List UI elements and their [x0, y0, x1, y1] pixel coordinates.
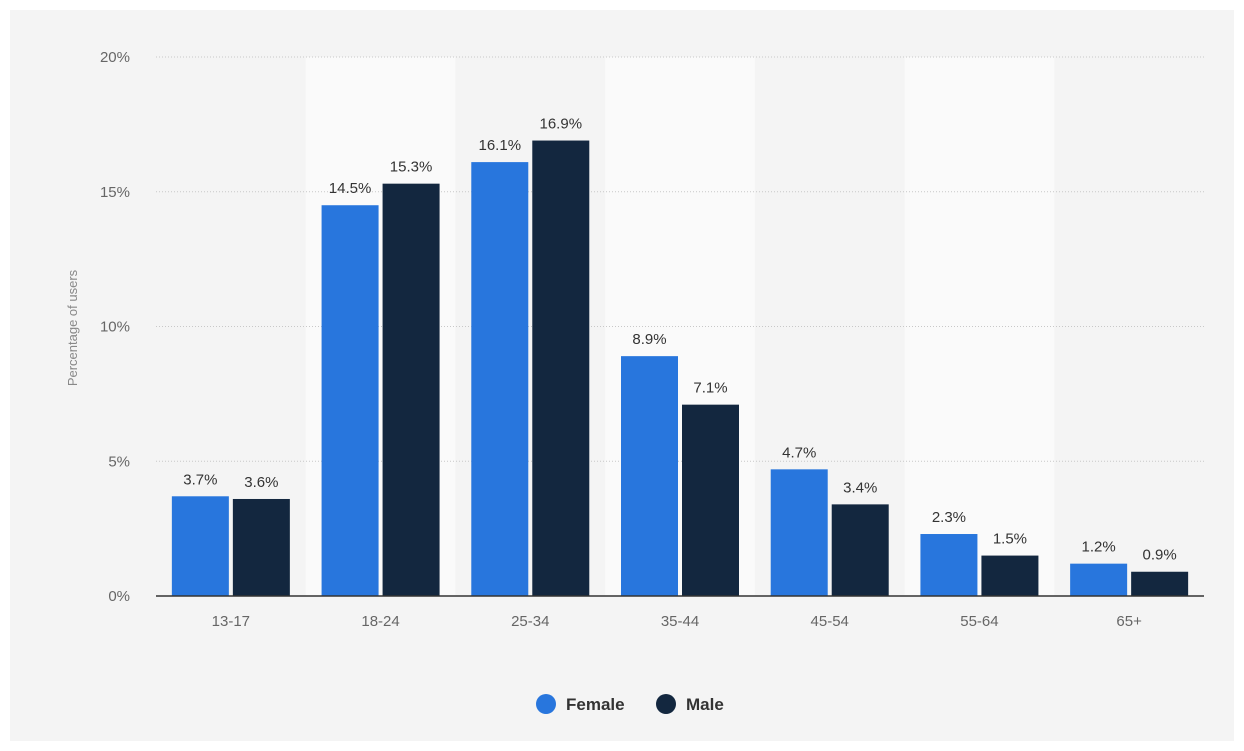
legend-marker-male[interactable] [656, 694, 676, 714]
y-tick-label: 20% [100, 49, 130, 66]
bar-male-55-64[interactable] [981, 555, 1039, 596]
data-label: 0.9% [1143, 547, 1177, 564]
bar-female-65+[interactable] [1070, 563, 1128, 596]
data-label: 1.5% [993, 531, 1027, 548]
bar-male-45-54[interactable] [831, 504, 889, 596]
legend-label-male[interactable]: Male [686, 695, 724, 714]
data-label: 16.9% [540, 116, 583, 133]
bar-female-35-44[interactable] [621, 356, 678, 596]
data-label: 16.1% [479, 137, 522, 154]
data-label: 3.4% [843, 479, 877, 496]
bars [171, 140, 1189, 597]
legend-marker-female[interactable] [536, 694, 556, 714]
x-tick-label: 18-24 [361, 613, 399, 630]
x-axis-ticks: 13-17 18-24 25-34 35-44 45-54 55-64 65+ [212, 613, 1142, 630]
x-tick-label: 55-64 [960, 613, 998, 630]
x-tick-label: 13-17 [212, 613, 250, 630]
bar-male-13-17[interactable] [232, 498, 290, 596]
bar-male-65+[interactable] [1131, 571, 1189, 596]
y-tick-label: 0% [108, 588, 130, 605]
y-tick-label: 10% [100, 319, 130, 336]
bar-female-13-17[interactable] [171, 496, 229, 596]
data-label: 8.9% [632, 331, 666, 348]
x-tick-label: 25-34 [511, 613, 549, 630]
x-tick-label: 45-54 [811, 613, 849, 630]
data-label: 2.3% [932, 509, 966, 526]
data-label: 7.1% [693, 380, 727, 397]
x-tick-label: 35-44 [661, 613, 699, 630]
data-label: 4.7% [782, 444, 816, 461]
bar-male-25-34[interactable] [532, 140, 590, 597]
y-axis-label: Percentage of users [65, 269, 80, 386]
bar-female-55-64[interactable] [920, 534, 978, 596]
legend: Female Male [536, 694, 724, 714]
bar-female-18-24[interactable] [321, 205, 379, 596]
legend-label-female[interactable]: Female [566, 695, 625, 714]
data-label: 1.2% [1082, 539, 1116, 556]
data-label: 15.3% [390, 159, 433, 176]
data-label: 3.6% [244, 474, 278, 491]
y-tick-label: 5% [108, 453, 130, 470]
bar-female-45-54[interactable] [770, 469, 828, 596]
x-tick-label: 65+ [1116, 613, 1142, 630]
bar-male-35-44[interactable] [682, 404, 739, 596]
bar-female-25-34[interactable] [471, 162, 529, 597]
data-labels: 3.7% 3.6% 14.5% 15.3% 16.1% 16.9% 8.9% 7.1% 4.7%… [183, 116, 1176, 564]
y-axis-ticks: 0% 5% 10% 15% 20% [100, 49, 130, 605]
data-label: 3.7% [183, 471, 217, 488]
data-label: 14.5% [329, 180, 372, 197]
bar-male-18-24[interactable] [382, 183, 440, 597]
y-tick-label: 15% [100, 184, 130, 201]
